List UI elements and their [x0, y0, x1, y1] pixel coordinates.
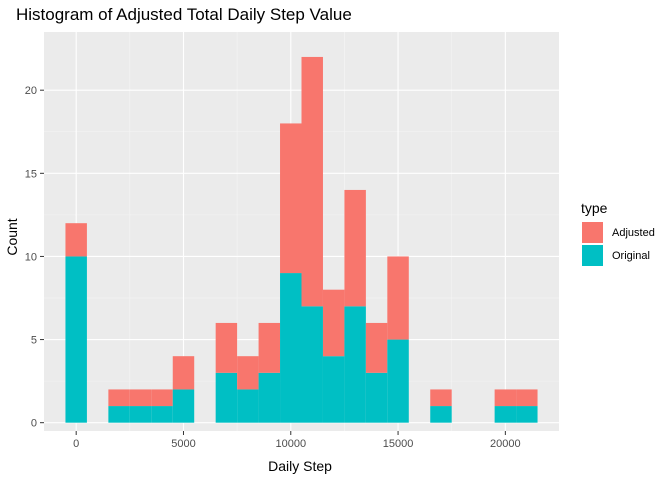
y-tick-label: 15 — [25, 168, 37, 180]
y-axis-title: Count — [4, 218, 20, 255]
histogram-bars — [65, 56, 538, 423]
bar-adjusted — [516, 389, 538, 407]
bar-adjusted — [108, 389, 130, 407]
bar-original — [129, 406, 152, 423]
bar-adjusted — [322, 289, 345, 357]
x-tick-label: 5000 — [171, 438, 195, 450]
bar-original — [280, 273, 302, 423]
legend-label-original: Original — [612, 250, 650, 262]
bar-original — [237, 389, 259, 423]
bar-adjusted — [365, 322, 388, 373]
bar-original — [258, 372, 281, 423]
bar-adjusted — [301, 56, 323, 307]
x-tick-label: 20000 — [490, 438, 521, 450]
bar-adjusted — [387, 256, 409, 340]
y-axis-ticks: 0 5 10 15 20 — [25, 85, 44, 430]
bar-original — [65, 256, 87, 423]
bar-original — [215, 372, 238, 423]
bar-original — [344, 306, 366, 423]
bar-adjusted — [430, 389, 452, 407]
legend-title: type — [581, 200, 608, 216]
bar-adjusted — [280, 123, 302, 274]
x-tick-label: 15000 — [383, 438, 414, 450]
legend-key-original — [582, 245, 603, 266]
chart-title: Histogram of Adjusted Total Daily Step V… — [16, 5, 352, 24]
y-tick-label: 0 — [31, 418, 37, 430]
bar-adjusted — [258, 322, 281, 373]
legend: type Adjusted Original — [581, 200, 655, 266]
bar-adjusted — [237, 356, 259, 390]
y-tick-label: 5 — [31, 335, 37, 347]
y-tick-label: 20 — [25, 85, 37, 97]
bar-original — [322, 356, 345, 423]
x-axis-title: Daily Step — [268, 458, 332, 474]
bar-original — [516, 406, 538, 423]
bar-original — [301, 306, 323, 423]
legend-label-adjusted: Adjusted — [612, 227, 655, 239]
bar-adjusted — [65, 223, 87, 257]
bar-adjusted — [344, 189, 366, 307]
x-axis-ticks: 0 5000 10000 15000 20000 — [73, 431, 521, 450]
legend-key-adjusted — [582, 222, 603, 243]
bar-original — [151, 406, 173, 423]
bar-adjusted — [172, 356, 195, 390]
x-tick-label: 10000 — [275, 438, 306, 450]
bar-original — [108, 406, 130, 423]
bar-original — [494, 406, 517, 423]
bar-adjusted — [494, 389, 517, 407]
bar-adjusted — [215, 322, 238, 373]
x-tick-label: 0 — [73, 438, 79, 450]
bar-original — [172, 389, 195, 423]
bar-original — [365, 372, 388, 423]
bar-original — [430, 406, 452, 423]
bar-original — [387, 339, 409, 423]
bar-adjusted — [129, 389, 152, 407]
bar-adjusted — [151, 389, 173, 407]
y-tick-label: 10 — [25, 251, 37, 263]
